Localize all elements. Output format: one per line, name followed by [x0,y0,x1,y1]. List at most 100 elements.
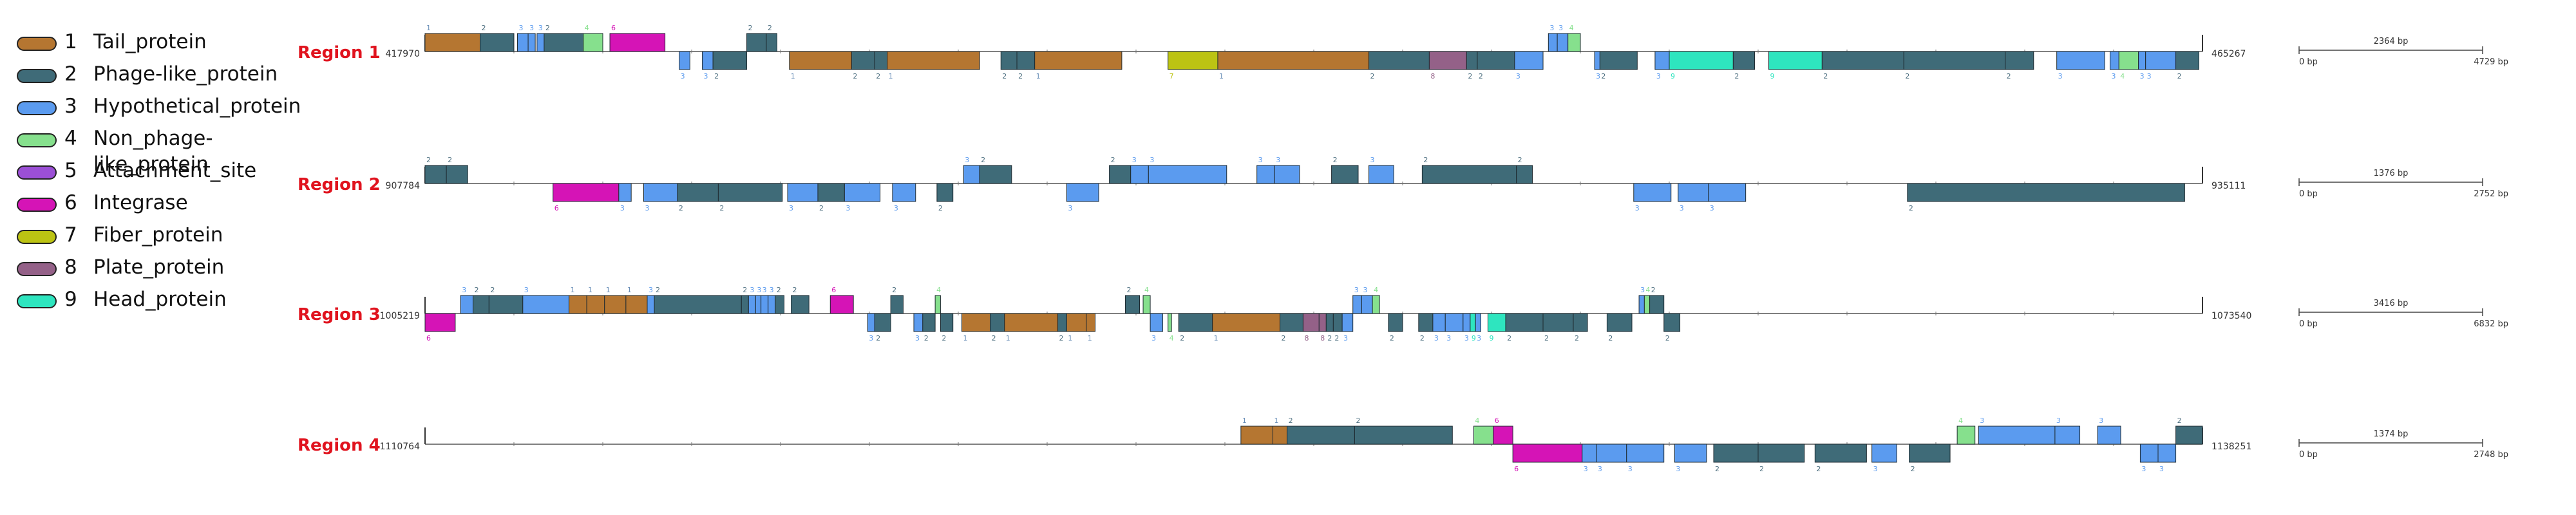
gene-type-label: 3 [965,156,969,164]
gene-type-label: 3 [1710,204,1714,212]
legend-swatch-icon [17,165,57,180]
gene-type-label: 2 [1911,465,1915,473]
scale-bar-label: 3416 bp [2374,299,2409,308]
gene-type-label: 3 [1628,465,1633,473]
gene-type-label: 3 [1343,334,1348,342]
gene-type-label: 3 [2056,417,2061,425]
gene-type-label: 1 [571,286,575,294]
gene-block [1663,313,1681,332]
gene-type-label: 3 [1680,204,1684,212]
gene-type-label: 2 [1282,334,1286,342]
gene-type-label: 2 [1715,465,1719,473]
gene-type-label: 2 [819,204,824,212]
gene-type-label: 3 [1068,204,1072,212]
gene-block [1086,313,1096,332]
gene-type-label: 2 [714,72,719,80]
gene-block [1463,313,1471,332]
gene-block [2175,426,2203,445]
gene-type-label: 2 [2177,417,2182,425]
legend-label: Attachment_site [93,159,257,182]
legend-swatch-icon [17,198,57,212]
gene-block [1130,165,1149,184]
gene-block [1606,313,1633,332]
gene-block [625,295,648,314]
gene-block [1000,51,1018,70]
legend-swatch-icon [17,294,57,308]
gene-block [817,183,845,202]
gene-type-label: 2 [1507,334,1511,342]
gene-type-label: 1 [588,286,592,294]
gene-block [1654,51,1670,70]
gene-type-label: 2 [719,204,724,212]
gene-block [1217,51,1370,70]
scale-bar: 3416 bp 0 bp 6832 bp [2298,299,2508,329]
legend-swatch-icon [17,230,57,244]
legend-label: Hypothetical_protein [93,95,301,118]
gene-type-label: 3 [2058,72,2063,80]
gene-block [424,313,456,332]
gene-type-label: 2 [1909,204,1913,212]
gene-type-label: 2 [1479,72,1483,80]
gene-block [1638,295,1645,314]
gene-type-label: 1 [1219,72,1224,80]
gene-block [1871,444,1897,463]
gene-type-label: 6 [1514,465,1519,473]
gene-block [618,183,632,202]
gene-type-label: 3 [2140,72,2145,80]
gene-block [569,295,587,314]
gene-type-label: 3 [770,286,774,294]
gene-block [979,165,1012,184]
gene-type-label: 3 [1596,72,1600,80]
gene-block [2005,51,2034,70]
gene-type-label: 3 [649,286,653,294]
gene-block [446,165,468,184]
gene-type-label: 4 [1374,286,1378,294]
gene-type-label: 2 [743,286,747,294]
gene-type-label: 1 [963,334,968,342]
gene-block [480,33,515,52]
gene-block [517,33,529,52]
gene-block [892,183,916,202]
gene-block [867,313,875,332]
gene-type-label: 2 [1575,334,1579,342]
gene-type-label: 2 [1544,334,1549,342]
gene-type-label: 2 [981,156,985,164]
legend-item: 6 Integrase [13,190,283,216]
gene-block [604,295,627,314]
gene-block [1421,165,1517,184]
gene-block [1280,313,1303,332]
gene-block [1557,33,1569,52]
gene-block [679,51,690,70]
gene-block [536,33,545,52]
scale-bar-max: 2752 bp [2474,189,2508,199]
gene-block [1341,313,1354,332]
gene-type-label: 3 [1656,72,1661,80]
gene-type-label: 2 [1665,334,1670,342]
gene-block [2109,51,2119,70]
gene-block [1757,444,1805,463]
region-title: Region 3 [298,305,381,324]
gene-type-label: 9 [1472,334,1476,342]
gene-block [586,295,605,314]
gene-type-label: 4 [1170,334,1174,342]
scale-bar-min: 0 bp [2299,450,2318,460]
gene-block [1548,33,1558,52]
gene-type-label: 2 [545,24,550,32]
gene-block [1493,426,1513,445]
legend-label: Non_phage-like_protein [93,127,213,176]
gene-block [1516,165,1533,184]
gene-type-label: 2 [426,156,431,164]
gene-block [2175,51,2199,70]
gene-block [1542,313,1574,332]
gene-block [1956,426,1976,445]
gene-block [522,295,570,314]
gene-block [1903,51,2006,70]
gene-type-label: 1 [1274,417,1279,425]
gene-block [1148,165,1227,184]
gene-block [1066,183,1099,202]
gene-block [473,295,489,314]
gene-type-label: 9 [1489,334,1493,342]
gene-block [424,33,481,52]
gene-type-label: 3 [1516,72,1520,80]
legend-item: 1 Tail_protein [13,29,283,55]
